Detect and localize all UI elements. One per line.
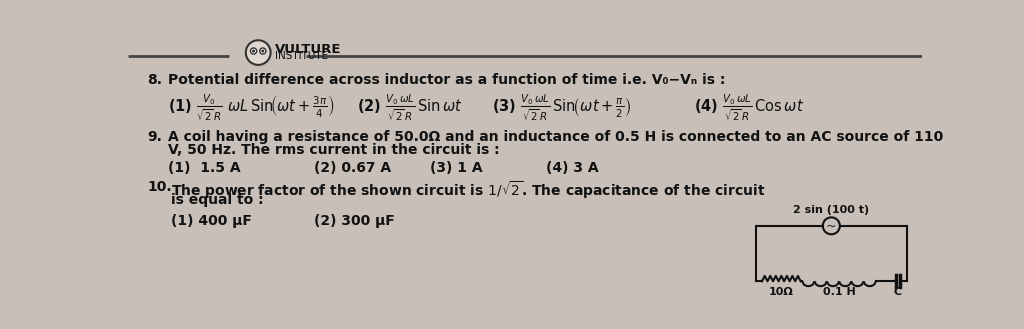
Circle shape <box>246 40 270 65</box>
Circle shape <box>823 217 840 234</box>
Text: VULTURE: VULTURE <box>275 43 342 56</box>
Text: 10Ω: 10Ω <box>769 287 794 297</box>
Text: (2) $\frac{V_0\,\omega L}{\sqrt{2}\,R}\,\mathrm{Sin}\,\omega t$: (2) $\frac{V_0\,\omega L}{\sqrt{2}\,R}\,… <box>356 93 463 124</box>
Text: 9.: 9. <box>147 130 162 144</box>
Text: 10.: 10. <box>147 180 172 194</box>
Text: (1)  1.5 A: (1) 1.5 A <box>168 161 241 175</box>
Circle shape <box>261 49 264 53</box>
Text: ~: ~ <box>826 220 837 233</box>
Text: (3) $\frac{V_0\,\omega L}{\sqrt{2}\,R}\,\mathrm{Sin}\!\left(\omega t+\frac{\pi}{: (3) $\frac{V_0\,\omega L}{\sqrt{2}\,R}\,… <box>493 93 631 124</box>
Text: (2) 0.67 A: (2) 0.67 A <box>314 161 391 175</box>
Text: INSTITUTE: INSTITUTE <box>275 51 329 62</box>
Text: C: C <box>894 287 902 297</box>
Circle shape <box>252 49 255 53</box>
Text: The power factor of the shown circuit is $1/\sqrt{2}$. The capacitance of the ci: The power factor of the shown circuit is… <box>171 180 765 201</box>
Text: V, 50 Hz. The rms current in the circuit is :: V, 50 Hz. The rms current in the circuit… <box>168 143 500 157</box>
Text: Potential difference across inductor as a function of time i.e. V₀−Vₙ is :: Potential difference across inductor as … <box>168 73 726 88</box>
Text: (4) $\frac{V_0\,\omega L}{\sqrt{2}\,R}\,\mathrm{Cos}\,\omega t$: (4) $\frac{V_0\,\omega L}{\sqrt{2}\,R}\,… <box>693 93 804 124</box>
Text: (1) 400 μF: (1) 400 μF <box>171 214 252 227</box>
Text: 0.1 H: 0.1 H <box>822 287 855 297</box>
Text: A coil having a resistance of 50.0Ω and an inductance of 0.5 H is connected to a: A coil having a resistance of 50.0Ω and … <box>168 130 943 144</box>
Text: (3) 1 A: (3) 1 A <box>430 161 483 175</box>
Text: (2) 300 μF: (2) 300 μF <box>314 214 394 227</box>
Circle shape <box>251 48 257 54</box>
Text: 8.: 8. <box>147 73 163 88</box>
Text: (4) 3 A: (4) 3 A <box>547 161 599 175</box>
Text: is equal to :: is equal to : <box>171 193 263 208</box>
Text: 2 sin (100 t): 2 sin (100 t) <box>794 205 869 215</box>
Circle shape <box>260 48 266 54</box>
Text: (1) $\frac{V_0}{\sqrt{2}\,R}\ \omega L\,\mathrm{Sin}\!\left(\omega t+\frac{3\pi}: (1) $\frac{V_0}{\sqrt{2}\,R}\ \omega L\,… <box>168 93 335 124</box>
